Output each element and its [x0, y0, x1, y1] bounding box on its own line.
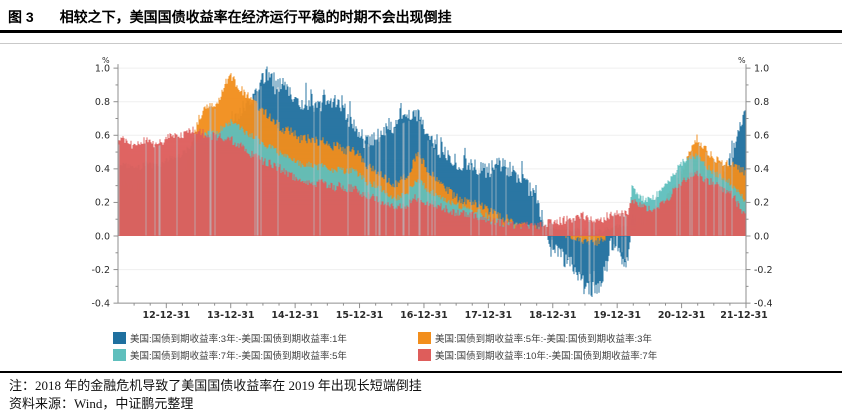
- svg-text:14-12-31: 14-12-31: [271, 310, 319, 321]
- title-divider-thin: [0, 43, 842, 44]
- legend-swatch-teal: [113, 348, 126, 361]
- legend-label: 美国:国债到期收益率:5年:-美国:国债到期收益率:3年: [435, 333, 652, 345]
- svg-text:0.8: 0.8: [95, 97, 110, 108]
- svg-text:13-12-31: 13-12-31: [207, 310, 255, 321]
- svg-text:16-12-31: 16-12-31: [400, 310, 448, 321]
- legend-swatch-blue: [113, 331, 126, 344]
- svg-text:12-12-31: 12-12-31: [143, 310, 191, 321]
- svg-text:18-12-31: 18-12-31: [529, 310, 577, 321]
- svg-text:1.0: 1.0: [754, 63, 769, 74]
- svg-text:0.6: 0.6: [95, 131, 110, 142]
- svg-text:21-12-31: 21-12-31: [720, 310, 768, 321]
- svg-text:%: %: [102, 56, 110, 65]
- legend-swatch-orange: [418, 331, 431, 344]
- legend-label: 美国:国债到期收益率:7年:-美国:国债到期收益率:5年: [130, 350, 347, 362]
- svg-text:19-12-31: 19-12-31: [593, 310, 641, 321]
- legend-item-7y-5y[interactable]: 美国:国债到期收益率:7年:-美国:国债到期收益率:5年: [113, 346, 418, 363]
- svg-text:0.8: 0.8: [754, 97, 769, 108]
- svg-text:0.4: 0.4: [95, 164, 110, 175]
- legend-swatch-red: [418, 348, 431, 361]
- legend-item-10y-7y[interactable]: 美国:国债到期收益率:10年:-美国:国债到期收益率:7年: [418, 346, 657, 363]
- chart-legend: 美国:国债到期收益率:3年:-美国:国债到期收益率:1年 美国:国债到期收益率:…: [113, 329, 657, 363]
- svg-text:1.0: 1.0: [95, 63, 110, 74]
- svg-text:0.2: 0.2: [95, 198, 110, 209]
- yield-spread-bar-chart: 1.0 1.0 0.8 0.8 0.6 0.6 0.4 0.4 0.2 0.2 0.0 0.0 -0.2…: [91, 56, 773, 321]
- figure-title: 图 3 相较之下，美国国债收益率在经济运行平稳的时期不会出现倒挂: [8, 7, 452, 27]
- legend-item-3y-1y[interactable]: 美国:国债到期收益率:3年:-美国:国债到期收益率:1年: [113, 329, 418, 346]
- svg-text:%: %: [738, 56, 746, 65]
- data-source: 资料来源：Wind，中证鹏元整理: [9, 396, 194, 411]
- svg-text:15-12-31: 15-12-31: [336, 310, 384, 321]
- svg-text:0.0: 0.0: [754, 231, 769, 242]
- title-divider-heavy: [0, 30, 842, 33]
- figure-title-text: 相较之下，美国国债收益率在经济运行平稳的时期不会出现倒挂: [59, 9, 452, 25]
- legend-item-5y-3y[interactable]: 美国:国债到期收益率:5年:-美国:国债到期收益率:3年: [418, 329, 657, 346]
- legend-label: 美国:国债到期收益率:3年:-美国:国债到期收益率:1年: [130, 333, 347, 345]
- footer-divider: [0, 371, 842, 373]
- svg-text:0.6: 0.6: [754, 131, 769, 142]
- svg-text:17-12-31: 17-12-31: [465, 310, 513, 321]
- svg-text:0.4: 0.4: [754, 164, 769, 175]
- svg-text:-0.4: -0.4: [754, 298, 773, 309]
- svg-text:0.0: 0.0: [95, 231, 110, 242]
- svg-text:-0.4: -0.4: [91, 298, 110, 309]
- chart-note: 注：2018 年的金融危机导致了美国国债收益率在 2019 年出现长短端倒挂: [9, 378, 422, 393]
- svg-text:0.2: 0.2: [754, 198, 769, 209]
- svg-text:20-12-31: 20-12-31: [658, 310, 706, 321]
- svg-text:-0.2: -0.2: [91, 265, 110, 276]
- svg-text:-0.2: -0.2: [754, 265, 773, 276]
- figure-number: 图 3: [8, 9, 34, 25]
- legend-label: 美国:国债到期收益率:10年:-美国:国债到期收益率:7年: [435, 350, 658, 362]
